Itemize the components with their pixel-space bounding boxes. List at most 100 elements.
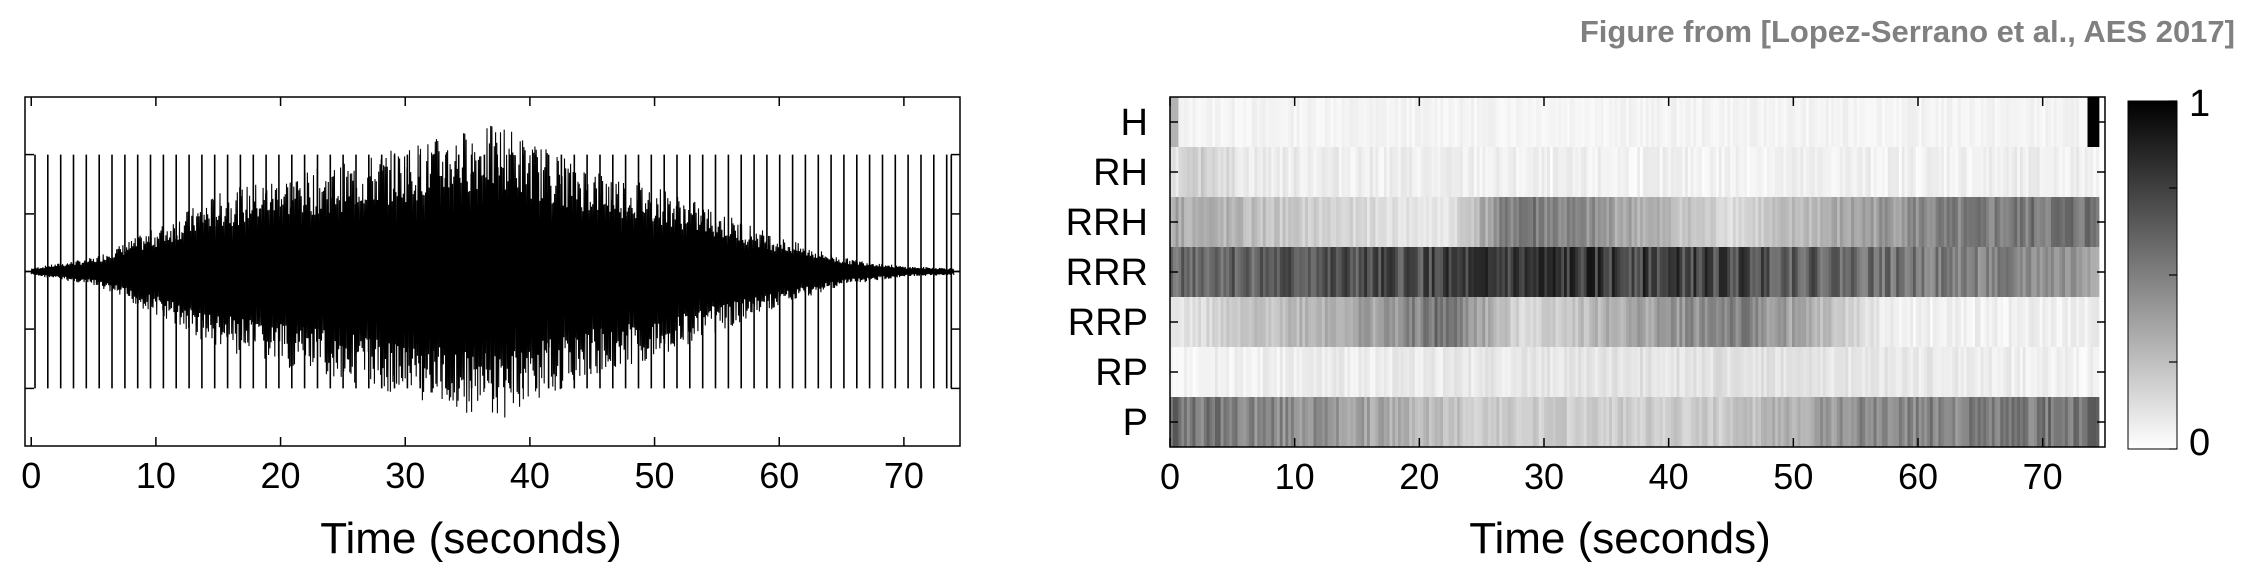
- heatmap-cell: [2081, 147, 2086, 197]
- heatmap-cell: [1746, 197, 1751, 247]
- heatmap-cell: [1879, 347, 1883, 397]
- heatmap-cell: [1986, 97, 1990, 147]
- heatmap-cell: [1285, 197, 1289, 247]
- heatmap-cell: [1640, 297, 1644, 347]
- heatmap-cell: [1533, 347, 1537, 397]
- heatmap-cell: [1645, 97, 1650, 147]
- heatmap-cell: [1685, 247, 1689, 297]
- heatmap-cell: [1696, 347, 1700, 397]
- heatmap-cell: [2087, 197, 2091, 247]
- heatmap-cell: [1299, 97, 1303, 147]
- heatmap-cell: [1704, 197, 1709, 247]
- heatmap-cell: [1229, 297, 1233, 347]
- waveform-envelope: [30, 125, 955, 418]
- heatmap-cell: [1837, 197, 1841, 247]
- heatmap-cell: [1623, 297, 1627, 347]
- heatmap-cell: [1313, 97, 1317, 147]
- heatmap-cell: [1884, 297, 1889, 347]
- heatmap-cell: [1811, 97, 1816, 147]
- heatmap-cell: [1921, 397, 1925, 447]
- heatmap-cell: [1476, 297, 1481, 347]
- heatmap-cell: [1206, 147, 1210, 197]
- heatmap-cell: [1243, 247, 1247, 297]
- heatmap-cell: [1510, 347, 1514, 397]
- heatmap-cell: [2022, 147, 2027, 197]
- heatmap-cell: [1397, 397, 1402, 447]
- heatmap-cell: [1302, 297, 1306, 347]
- heatmap-cell: [1960, 97, 1965, 147]
- heatmap-cell: [1766, 247, 1771, 297]
- heatmap-cell: [1738, 147, 1742, 197]
- heatmap-cell: [1856, 147, 1861, 197]
- heatmap-cell: [1459, 397, 1464, 447]
- heatmap-cell: [1865, 347, 1869, 397]
- heatmap-cell: [1918, 347, 1923, 397]
- heatmap-cell: [1265, 197, 1270, 247]
- heatmap-cell: [1958, 247, 1962, 297]
- heatmap-cell: [1552, 247, 1557, 297]
- heatmap-cell: [1901, 347, 1906, 397]
- heatmap-cell: [1904, 97, 1908, 147]
- heatmap-cell: [2093, 297, 2097, 347]
- heatmap-cell: [1791, 297, 1796, 347]
- heatmap-cell: [1730, 397, 1734, 447]
- heatmap-cell: [1414, 397, 1419, 447]
- heatmap-cell: [1316, 197, 1320, 247]
- heatmap-cell: [2062, 347, 2066, 397]
- heatmap-cell: [1983, 247, 1987, 297]
- heatmap-cell: [1181, 247, 1185, 297]
- heatmap-cell: [1848, 97, 1852, 147]
- heatmap-cell: [1834, 147, 1838, 197]
- heatmap-cell: [1884, 97, 1889, 147]
- heatmap-cell: [1231, 197, 1236, 247]
- heatmap-cell: [1215, 297, 1219, 347]
- heatmap-cell: [1834, 297, 1838, 347]
- heatmap-cell: [1389, 97, 1393, 147]
- heatmap-cell: [1282, 97, 1286, 147]
- heatmap-cell: [1178, 347, 1182, 397]
- heatmap-cell: [1673, 197, 1678, 247]
- heatmap-cell: [1535, 297, 1540, 347]
- heatmap-cell: [1814, 397, 1818, 447]
- heatmap-cell: [1302, 197, 1306, 247]
- heatmap-cell: [1958, 97, 1962, 147]
- heatmap-cell: [1381, 297, 1385, 347]
- heatmap-cell: [1870, 297, 1875, 347]
- heatmap-cell: [2008, 97, 2013, 147]
- heatmap-cell: [2048, 197, 2052, 247]
- heatmap-cell: [1189, 247, 1194, 297]
- heatmap-cell: [1727, 197, 1731, 247]
- heatmap-cell: [1240, 397, 1244, 447]
- heatmap-cell: [1516, 347, 1520, 397]
- heatmap-cell: [1865, 297, 1869, 347]
- heatmap-cell: [1592, 197, 1596, 247]
- heatmap-cell: [1426, 197, 1430, 247]
- heatmap-cell: [1890, 397, 1894, 447]
- heatmap-cell: [1262, 397, 1267, 447]
- heatmap-cell: [1825, 247, 1830, 297]
- heatmap-cell: [1974, 297, 1979, 347]
- heatmap-cell: [1192, 197, 1196, 247]
- heatmap-cell: [2042, 347, 2046, 397]
- heatmap-cell: [1305, 247, 1309, 297]
- heatmap-cell: [1614, 197, 1619, 247]
- heatmap-cell: [1490, 147, 1495, 197]
- heatmap-cell: [1791, 247, 1796, 297]
- heatmap-cell: [1496, 147, 1500, 197]
- heatmap-cell: [1696, 297, 1700, 347]
- heatmap-cell: [1696, 247, 1700, 297]
- heatmap-cell: [1896, 247, 1900, 297]
- heatmap-cell: [1873, 197, 1878, 247]
- waveform-marks: [25, 125, 960, 418]
- heatmap-cell: [1791, 397, 1796, 447]
- heatmap-cell: [1586, 397, 1590, 447]
- heatmap-cell: [1178, 247, 1182, 297]
- heatmap-cell: [1431, 147, 1436, 197]
- heatmap-cell: [2011, 97, 2015, 147]
- heatmap-cell: [1887, 197, 1892, 247]
- heatmap-cell: [2042, 197, 2046, 247]
- heatmap-cell: [1654, 397, 1658, 447]
- heatmap-cell: [1409, 147, 1413, 197]
- heatmap-cell: [1634, 397, 1638, 447]
- heatmap-cell: [1262, 147, 1267, 197]
